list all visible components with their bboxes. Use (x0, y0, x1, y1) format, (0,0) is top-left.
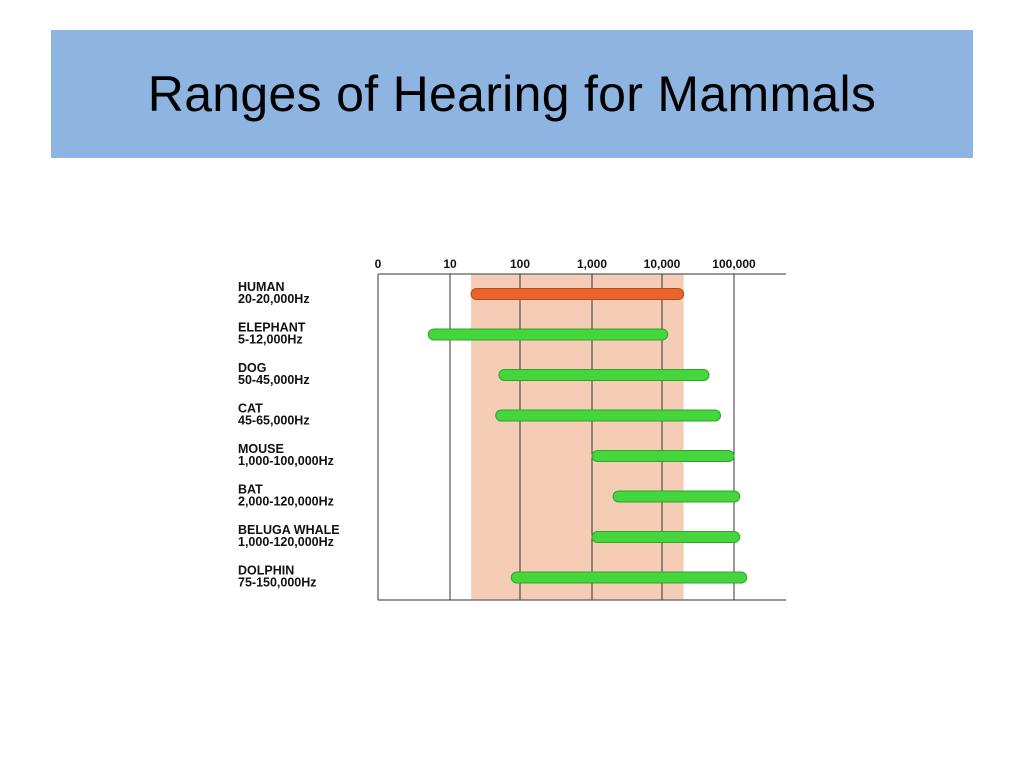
series-range-label: 20-20,000Hz (238, 292, 310, 306)
hearing-range-chart: 0 10 100 1,000 10,000 100,000 HUMAN 20-20,000H… (228, 250, 798, 610)
slide-title: Ranges of Hearing for Mammals (147, 66, 877, 122)
x-tick-label: 100 (510, 257, 530, 271)
series-range-label: 2,000-120,000Hz (238, 495, 334, 509)
x-tick-label: 100,000 (712, 257, 756, 271)
series-range-label: 75-150,000Hz (238, 576, 317, 590)
range-bar-dolphin (510, 571, 748, 584)
series-name-label: ELEPHANT (238, 321, 306, 335)
chart-svg: 0 10 100 1,000 10,000 100,000 HUMAN20-20,000H… (238, 257, 786, 601)
series-name-label: BELUGA WHALE (238, 523, 340, 537)
x-tick-label: 10,000 (644, 257, 681, 271)
range-bar-elephant (427, 328, 669, 341)
series-name-label: HUMAN (238, 280, 285, 294)
range-bar-bat (612, 490, 741, 503)
series-name-label: DOLPHIN (238, 564, 294, 578)
x-tick-label: 1,000 (577, 257, 607, 271)
x-tick-label: 0 (375, 257, 382, 271)
range-bar-beluga-whale (591, 531, 741, 543)
series-range-label: 50-45,000Hz (238, 373, 310, 387)
title-bar: Ranges of Hearing for Mammals (51, 30, 973, 158)
series-range-label: 1,000-100,000Hz (238, 454, 334, 468)
series-name-label: MOUSE (238, 442, 284, 456)
range-bar-mouse (591, 450, 735, 462)
series-name-label: DOG (238, 361, 266, 375)
range-bar-cat (495, 409, 722, 422)
range-bar-human (470, 288, 685, 300)
series-name-label: CAT (238, 402, 263, 416)
series-range-label: 1,000-120,000Hz (238, 535, 334, 549)
range-bar-dog (498, 369, 710, 381)
series-name-label: BAT (238, 483, 263, 497)
series-range-label: 45-65,000Hz (238, 414, 310, 428)
human-hearing-band (471, 274, 684, 600)
x-tick-label: 10 (443, 257, 457, 271)
series-range-label: 5-12,000Hz (238, 333, 303, 347)
